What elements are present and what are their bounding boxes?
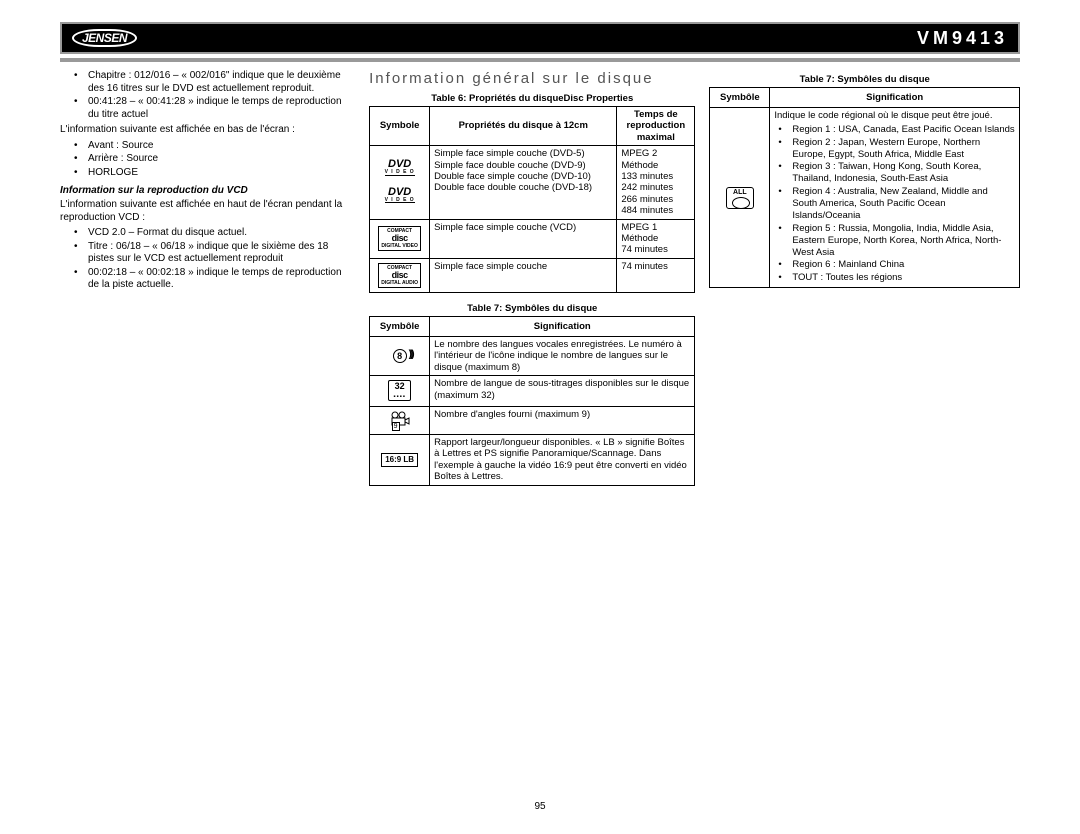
dvd18-prop: Double face double couche (DVD-18) xyxy=(434,182,592,193)
dvd9-prop: Simple face double couche (DVD-9) xyxy=(434,160,586,171)
region-desc: Indique le code régional où le disque pe… xyxy=(770,108,1020,288)
divider xyxy=(60,58,1020,62)
t7-h2: Signification xyxy=(430,316,695,336)
column-2: Information général sur le disque Table … xyxy=(369,70,695,486)
table-7a: Symbôle Signification 8 Le nombre des la… xyxy=(369,316,695,486)
horloge: HORLOGE xyxy=(74,167,355,180)
subtitle-desc: Nombre de langue de sous-titrages dispon… xyxy=(430,376,695,406)
cd-prop: Simple face simple couche xyxy=(430,258,617,292)
header-bar: JENSEN VM9413 xyxy=(60,22,1020,54)
table-6: Symbole Propriétés du disque à 12cm Temp… xyxy=(369,106,695,293)
chapter-info: Chapitre : 012/016 – « 002/016" indique … xyxy=(74,70,355,95)
dvd5-prop: Simple face simple couche (DVD-5) xyxy=(434,148,584,159)
vcd-time: MPEG 1 Méthode 74 minutes xyxy=(617,219,695,258)
dvd18-time: 484 minutes xyxy=(621,205,673,216)
region-1: Region 1 : USA, Canada, East Pacific Oce… xyxy=(778,124,1015,136)
angle-desc: Nombre d'angles fourni (maximum 9) xyxy=(430,406,695,434)
table7b-caption: Table 7: Symbôles du disque xyxy=(709,74,1020,85)
vcd-time: 00:02:18 – « 00:02:18 » indique le temps… xyxy=(74,267,355,292)
table7-caption: Table 7: Symbôles du disque xyxy=(369,303,695,314)
t6-h1: Symbole xyxy=(370,107,430,146)
region-icon: ALL xyxy=(710,108,770,288)
dvd9-time: 242 minutes xyxy=(621,182,673,193)
lang-desc: Le nombre des langues vocales enregistré… xyxy=(430,337,695,376)
region-2: Region 2 : Japan, Western Europe, Northe… xyxy=(778,137,1015,161)
region-intro: Indique le code régional où le disque pe… xyxy=(774,110,992,121)
vcd-heading: Information sur la reproduction du VCD xyxy=(60,185,355,196)
t7b-h1: Symbôle xyxy=(710,88,770,108)
info-bottom-intro: L'information suivante est affichée en b… xyxy=(60,124,355,137)
vcd-title: Titre : 06/18 – « 06/18 » indique que le… xyxy=(74,241,355,266)
region-6: Region 6 : Mainland China xyxy=(778,259,1015,271)
content-columns: Chapitre : 012/016 – « 002/016" indique … xyxy=(60,70,1020,486)
t6-r1c2: Simple face simple couche (DVD-5) Simple… xyxy=(430,146,617,219)
angle-icon: 9 xyxy=(370,406,430,434)
dvd10-prop: Double face simple couche (DVD-10) xyxy=(434,171,591,182)
t7b-h2: Signification xyxy=(770,88,1020,108)
column-3: Table 7: Symbôles du disque Symbôle Sign… xyxy=(709,70,1020,486)
dvd10-time: 266 minutes xyxy=(621,194,673,205)
vcd-minutes: 74 minutes xyxy=(621,244,667,255)
dvd-symbol: DVDV I D E O DVDV I D E O xyxy=(370,146,430,219)
vcd-prop: Simple face simple couche (VCD) xyxy=(430,219,617,258)
subtitle-icon: 32▪▪▪▪ xyxy=(370,376,430,406)
page-number: 95 xyxy=(0,801,1080,812)
time-info: 00:41:28 – « 00:41:28 » indique le temps… xyxy=(74,96,355,121)
cd-time: 74 minutes xyxy=(617,258,695,292)
table6-caption: Table 6: Propriétés du disqueDisc Proper… xyxy=(369,93,695,104)
region-4: Region 4 : Australia, New Zealand, Middl… xyxy=(778,186,1015,222)
ratio-desc: Rapport largeur/longueur disponibles. « … xyxy=(430,435,695,486)
table-7b: Symbôle Signification ALL Indique le cod… xyxy=(709,87,1020,288)
vcd-symbol: COMPACTdiscDIGITAL VIDEO xyxy=(370,219,430,258)
t6-r1c3: MPEG 2 Méthode 133 minutes 242 minutes 2… xyxy=(617,146,695,219)
mpeg2: MPEG 2 Méthode xyxy=(621,148,658,170)
arriere-source: Arrière : Source xyxy=(74,153,355,166)
dvd5-time: 133 minutes xyxy=(621,171,673,182)
region-5: Region 5 : Russia, Mongolia, India, Midd… xyxy=(778,223,1015,259)
region-3: Region 3 : Taiwan, Hong Kong, South Kore… xyxy=(778,161,1015,185)
avant-source: Avant : Source xyxy=(74,140,355,153)
lang-icon: 8 xyxy=(370,337,430,376)
t6-h3: Temps de reproduction maximal xyxy=(617,107,695,146)
region-all: TOUT : Toutes les régions xyxy=(778,272,1015,284)
vcd-format: VCD 2.0 – Format du disque actuel. xyxy=(74,227,355,240)
mpeg1: MPEG 1 Méthode xyxy=(621,222,658,244)
section-title: Information général sur le disque xyxy=(369,70,695,87)
brand-logo: JENSEN xyxy=(72,29,137,47)
t7-h1: Symbôle xyxy=(370,316,430,336)
model-number: VM9413 xyxy=(917,28,1008,49)
t6-h2: Propriétés du disque à 12cm xyxy=(430,107,617,146)
cd-symbol: COMPACTdiscDIGITAL AUDIO xyxy=(370,258,430,292)
column-1: Chapitre : 012/016 – « 002/016" indique … xyxy=(60,70,355,486)
ratio-icon: 16:9 LB xyxy=(370,435,430,486)
vcd-intro: L'information suivante est affichée en h… xyxy=(60,199,355,224)
